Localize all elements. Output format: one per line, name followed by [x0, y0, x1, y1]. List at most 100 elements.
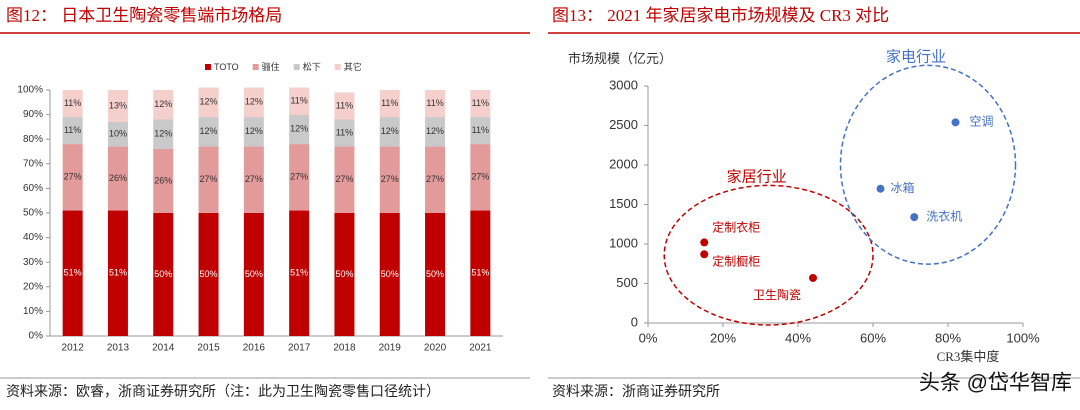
bar-segment — [107, 90, 128, 122]
data-label: 12% — [245, 97, 263, 107]
data-label: 27% — [381, 174, 399, 184]
bar-segment — [379, 117, 400, 147]
bar-segment — [470, 144, 491, 211]
data-label: 27% — [245, 174, 263, 184]
point-label: 空调 — [970, 115, 994, 129]
bar-segment — [62, 210, 83, 336]
y-tick-label: 20% — [23, 281, 43, 292]
bar-segment — [470, 90, 491, 118]
bar-segment — [243, 146, 264, 213]
point-label: 洗衣机 — [926, 208, 962, 223]
bar-segment — [153, 90, 174, 120]
x-tick-label: 100% — [1006, 330, 1040, 345]
y-tick-label: 1000 — [609, 235, 638, 250]
data-label: 11% — [472, 125, 489, 135]
bar-segment — [289, 210, 310, 336]
data-label: 12% — [154, 99, 172, 109]
y-tick-label: 500 — [616, 275, 638, 290]
point — [700, 238, 709, 247]
x-tick-label: 0% — [639, 330, 658, 345]
data-label: 11% — [64, 98, 81, 108]
bar-segment — [334, 119, 355, 147]
data-label: 12% — [200, 126, 218, 136]
data-label: 50% — [200, 269, 218, 279]
legend-label: TOTO — [214, 62, 239, 72]
x-tick-label: 2015 — [197, 343, 220, 354]
data-label: 50% — [426, 269, 444, 279]
data-label: 51% — [109, 268, 127, 278]
x-tick-label: 2016 — [243, 343, 266, 354]
y-tick-label: 80% — [23, 134, 43, 145]
bar-segment — [62, 90, 83, 118]
x-tick-label: 2013 — [107, 343, 130, 354]
group-label: 家居行业 — [727, 168, 787, 185]
group-outline — [839, 64, 1017, 265]
legend-swatch — [334, 64, 341, 70]
bar-segment — [425, 117, 446, 147]
data-label: 10% — [109, 129, 127, 139]
bar-segment — [153, 149, 174, 213]
data-label: 13% — [109, 100, 127, 110]
bar-segment — [470, 117, 491, 145]
data-label: 50% — [154, 269, 172, 279]
x-tick-label: 2021 — [469, 343, 492, 354]
point — [910, 213, 919, 222]
data-label: 27% — [200, 174, 218, 184]
data-label: 27% — [471, 172, 489, 182]
data-label: 11% — [290, 95, 307, 105]
legend-label: 其它 — [344, 61, 362, 72]
data-label: 11% — [472, 98, 489, 108]
legend-swatch — [205, 64, 211, 70]
data-label: 26% — [109, 173, 127, 183]
bar-segment — [425, 213, 446, 336]
data-label: 12% — [426, 126, 444, 136]
point — [951, 118, 960, 127]
data-label: 51% — [290, 268, 308, 278]
point-label: 卫生陶瓷 — [753, 287, 801, 302]
bar-segment — [198, 87, 219, 118]
y-tick-label: 10% — [23, 306, 43, 317]
x-tick-label: 2014 — [152, 343, 175, 354]
bar-segment — [243, 213, 264, 336]
figure-title: 图12： 日本卫生陶瓷零售端市场格局 — [6, 6, 282, 25]
y-tick-label: 50% — [23, 208, 43, 219]
data-label: 11% — [64, 125, 81, 135]
x-tick-label: 2012 — [62, 343, 85, 354]
group-label: 家电行业 — [886, 48, 946, 65]
bar-segment — [243, 117, 264, 147]
bar-segment — [153, 119, 174, 150]
bar-segment — [289, 144, 310, 211]
bar-segment — [62, 117, 83, 145]
data-label: 27% — [64, 172, 82, 182]
y-tick-label: 3000 — [609, 77, 638, 92]
x-tick-label: 40% — [785, 330, 811, 345]
bar-segment — [198, 146, 219, 213]
bar-segment — [379, 146, 400, 213]
bar-segment — [470, 210, 491, 336]
y-tick-label: 30% — [23, 257, 43, 268]
x-tick-label: 2018 — [333, 343, 356, 354]
y-tick-label: 0% — [29, 331, 44, 342]
x-tick-label: 60% — [860, 330, 886, 345]
y-tick-label: 2000 — [609, 156, 638, 171]
y-tick-label: 70% — [23, 158, 43, 169]
bar-segment — [425, 90, 446, 118]
source-note: 资料来源：欧睿，浙商证券研究所（注：此为卫生陶瓷零售口径统计） — [6, 384, 440, 400]
point-label: 冰箱 — [891, 180, 915, 195]
bar-segment — [379, 213, 400, 336]
data-label: 11% — [381, 98, 398, 108]
legend-label: 骊住 — [262, 61, 280, 72]
bar-segment — [334, 146, 355, 213]
y-tick-label: 90% — [23, 109, 43, 120]
y-tick-label: 100% — [17, 85, 43, 96]
legend-label: 松下 — [303, 61, 321, 72]
y-axis-label: 市场规模（亿元） — [568, 51, 672, 66]
x-tick-label: 80% — [935, 330, 961, 345]
x-tick-label: 20% — [710, 330, 736, 345]
data-label: 11% — [336, 100, 353, 110]
data-label: 27% — [335, 174, 353, 184]
data-label: 51% — [64, 268, 82, 278]
y-tick-label: 60% — [23, 183, 43, 194]
data-label: 12% — [381, 126, 399, 136]
